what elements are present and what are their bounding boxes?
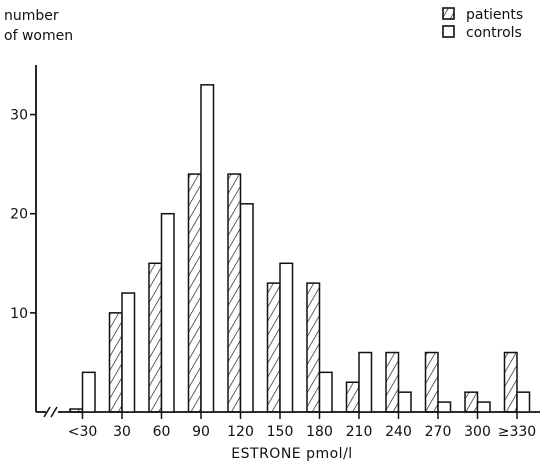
- bar-controls-0: [81, 371, 96, 413]
- bar-patients-3: [187, 173, 202, 413]
- bars: [69, 84, 531, 413]
- bar-controls-6: [318, 371, 333, 413]
- bar-patients-8: [385, 351, 400, 413]
- legend-label-controls: controls: [466, 25, 522, 41]
- bar-controls-2: [160, 212, 175, 413]
- x-axis-ticks: <30 30 60 90 120 150 180 210 240 270 300 ≥330: [68, 412, 536, 440]
- y-tick-label: 10: [10, 306, 28, 322]
- legend-swatch-patients: [442, 7, 455, 20]
- bar-patients-0: [69, 408, 84, 413]
- bar-patients-6: [306, 282, 321, 413]
- y-tick-label: 20: [10, 207, 28, 223]
- bar-controls-1: [121, 292, 136, 413]
- x-tick-label: 300: [464, 424, 491, 440]
- bar-controls-7: [358, 351, 373, 413]
- x-tick-label: 240: [385, 424, 412, 440]
- bar-patients-4: [227, 173, 242, 413]
- y-tick-label: 30: [10, 108, 28, 124]
- bar-controls-4: [239, 203, 254, 413]
- legend: patients controls: [442, 7, 523, 41]
- bar-controls-8: [397, 391, 412, 413]
- legend-swatch-controls: [442, 25, 455, 38]
- x-tick-label: 60: [153, 424, 171, 440]
- x-tick-label: 90: [192, 424, 210, 440]
- x-axis-title: ESTRONE pmol/l: [231, 446, 352, 462]
- legend-label-patients: patients: [466, 7, 523, 23]
- x-tick-label: 180: [306, 424, 333, 440]
- bar-patients-5: [266, 282, 281, 413]
- bar-patients-7: [345, 381, 360, 413]
- x-tick-label: ≥330: [498, 424, 536, 440]
- bar-controls-11: [516, 391, 531, 413]
- bar-controls-3: [200, 84, 215, 413]
- x-tick-label: 210: [346, 424, 373, 440]
- bar-patients-11: [503, 351, 518, 413]
- x-tick-label: 120: [227, 424, 254, 440]
- bar-controls-5: [279, 262, 294, 413]
- bar-controls-10: [476, 401, 491, 413]
- x-axis-break: [43, 406, 58, 418]
- x-tick-label: 270: [425, 424, 452, 440]
- bar-patients-1: [108, 312, 123, 413]
- x-tick-label: <30: [68, 424, 98, 440]
- y-axis-ticks: 10 20 30: [10, 108, 36, 322]
- bar-patients-2: [148, 262, 163, 413]
- bar-patients-9: [424, 351, 439, 413]
- y-axis-title-line-1: number: [4, 8, 59, 24]
- bar-patients-10: [464, 391, 479, 413]
- y-axis-title-line-2: of women: [4, 28, 73, 44]
- bar-controls-9: [437, 401, 452, 413]
- x-tick-label: 150: [267, 424, 294, 440]
- x-tick-label: 30: [113, 424, 131, 440]
